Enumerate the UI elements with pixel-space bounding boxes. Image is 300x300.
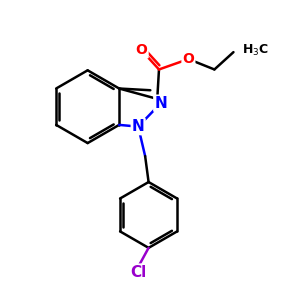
Text: H$_3$C: H$_3$C: [242, 43, 269, 58]
Text: O: O: [136, 44, 148, 57]
Text: O: O: [182, 52, 194, 66]
Text: N: N: [132, 119, 145, 134]
Text: Cl: Cl: [130, 265, 146, 280]
Text: N: N: [154, 96, 167, 111]
